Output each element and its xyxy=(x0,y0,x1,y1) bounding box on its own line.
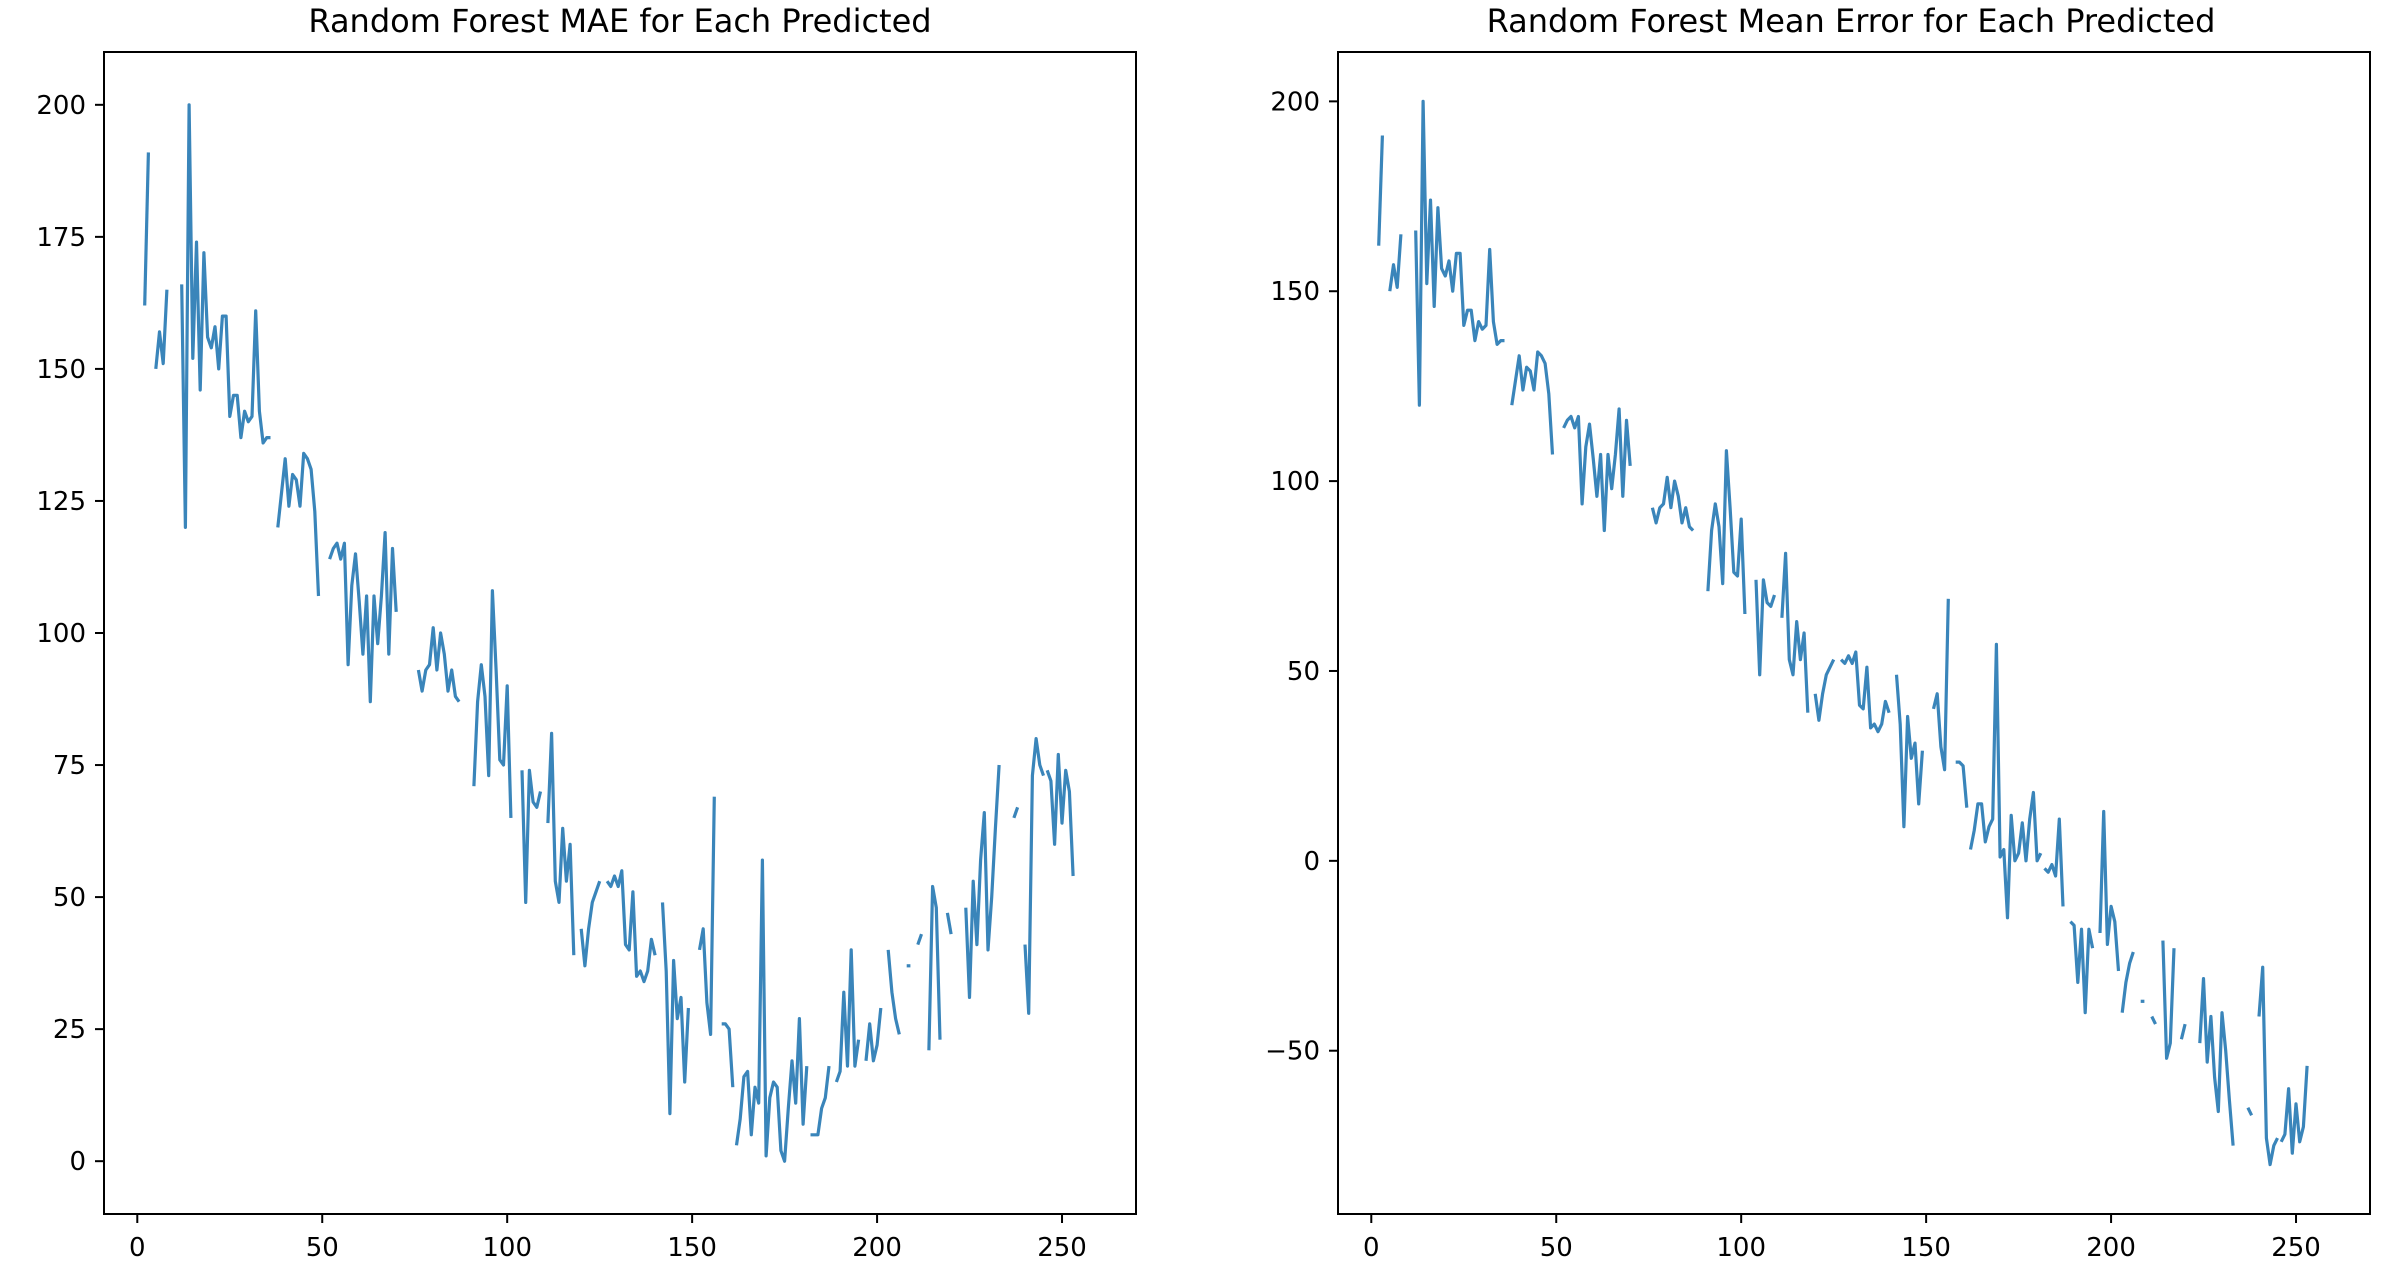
series-line-segment xyxy=(916,933,924,946)
y-tick-label: 100 xyxy=(36,619,86,649)
series-line-segment xyxy=(660,902,690,1116)
series-line-segment xyxy=(2043,817,2065,907)
series-line-segment xyxy=(472,589,513,818)
series-line-segment xyxy=(1931,598,1950,772)
mae-chart: Random Forest MAE for Each Predicted 0 50… xyxy=(36,2,1137,1263)
series-line-segment xyxy=(2150,1015,2157,1025)
series-line-segment xyxy=(2098,809,2121,972)
series-line-segment xyxy=(546,731,576,956)
y-tick-label: 25 xyxy=(53,1015,86,1045)
series-line-segment xyxy=(927,884,942,1051)
x-tick-label: 50 xyxy=(1540,1233,1573,1263)
series-line-segment xyxy=(1780,551,1810,713)
y-tick-label: 175 xyxy=(36,223,86,253)
y-tick-label: 0 xyxy=(69,1147,86,1177)
y-tick-label: 150 xyxy=(36,355,86,385)
chart-title: Random Forest MAE for Each Predicted xyxy=(308,2,931,40)
series-line-segment xyxy=(1894,674,1924,829)
y-tick-label: 50 xyxy=(53,883,86,913)
mean-error-chart: Random Forest Mean Error for Each Predic… xyxy=(1265,2,2371,1263)
series-line-segment xyxy=(1754,578,1777,677)
series-line-segment xyxy=(1706,449,1747,615)
series-line-segment xyxy=(964,764,1001,1000)
series-line-segment xyxy=(2161,940,2176,1060)
x-tick-label: 250 xyxy=(2271,1233,2321,1263)
y-tick-label: 100 xyxy=(1270,467,1320,497)
series-line-segment xyxy=(328,530,398,704)
series-line-segment xyxy=(2257,965,2279,1167)
series-line-segment xyxy=(1562,407,1632,533)
x-tick-label: 100 xyxy=(482,1233,532,1263)
series-line-segment xyxy=(734,858,809,1163)
series-line-segment xyxy=(1955,760,1969,808)
series-line-segment xyxy=(1377,135,1384,246)
x-tick-label: 50 xyxy=(306,1233,339,1263)
series-line-segment xyxy=(2279,1065,2309,1155)
y-tick-label: 75 xyxy=(53,751,86,781)
series-line-segment xyxy=(2069,920,2095,1015)
x-tick-label: 100 xyxy=(1716,1233,1766,1263)
series-line-segment xyxy=(886,949,901,1035)
x-tick-label: 250 xyxy=(1037,1233,1087,1263)
series-line-segment xyxy=(1023,736,1046,1015)
axes-frame xyxy=(1337,51,2371,1215)
x-tick-label: 0 xyxy=(1363,1233,1380,1263)
series-line-segment xyxy=(416,626,461,703)
chart-title: Random Forest Mean Error for Each Predic… xyxy=(1487,2,2216,40)
series-line-segment xyxy=(1839,650,1891,734)
series-line-segment xyxy=(276,451,321,597)
series-line-segment xyxy=(1813,658,1836,722)
series-line-segment xyxy=(1012,806,1020,819)
x-tick-label: 150 xyxy=(667,1233,717,1263)
series-line-segment xyxy=(1510,350,1555,455)
y-tick-label: 0 xyxy=(1303,847,1320,877)
series-line-segment xyxy=(2120,951,2135,1013)
x-tick-label: 0 xyxy=(129,1233,146,1263)
series-line-segment xyxy=(864,1007,883,1063)
y-tick-label: 150 xyxy=(1270,277,1320,307)
series-line-segment xyxy=(2179,1023,2187,1040)
series-line-segment xyxy=(721,1022,735,1088)
series-line-segment xyxy=(579,880,602,968)
series-line-segment xyxy=(1968,642,2043,920)
mae-plot-area xyxy=(143,103,1075,1163)
series-line-segment xyxy=(1045,752,1075,877)
series-line-segment xyxy=(810,1065,831,1137)
y-tick-label: 50 xyxy=(1287,657,1320,687)
series-line-segment xyxy=(520,768,543,905)
series-line-segment xyxy=(1650,475,1695,532)
series-line-segment xyxy=(180,103,271,530)
series-line-segment xyxy=(1388,234,1403,292)
series-line-segment xyxy=(1414,99,1505,407)
x-tick-label: 150 xyxy=(1901,1233,1951,1263)
y-tick-label: 200 xyxy=(36,91,86,121)
mean-error-plot-area xyxy=(1377,99,2309,1167)
x-tick-label: 200 xyxy=(2086,1233,2136,1263)
series-line-segment xyxy=(834,948,861,1083)
series-line-segment xyxy=(143,152,150,306)
y-tick-label: 200 xyxy=(1270,87,1320,117)
series-line-segment xyxy=(697,796,716,1037)
y-tick-label: 125 xyxy=(36,487,86,517)
series-line-segment xyxy=(945,912,953,935)
x-tick-label: 200 xyxy=(852,1233,902,1263)
series-line-segment xyxy=(2198,976,2235,1146)
series-line-segment xyxy=(605,869,657,984)
y-tick-label: −50 xyxy=(1265,1037,1320,1067)
series-line-segment xyxy=(154,289,169,370)
series-line-segment xyxy=(2246,1106,2254,1117)
